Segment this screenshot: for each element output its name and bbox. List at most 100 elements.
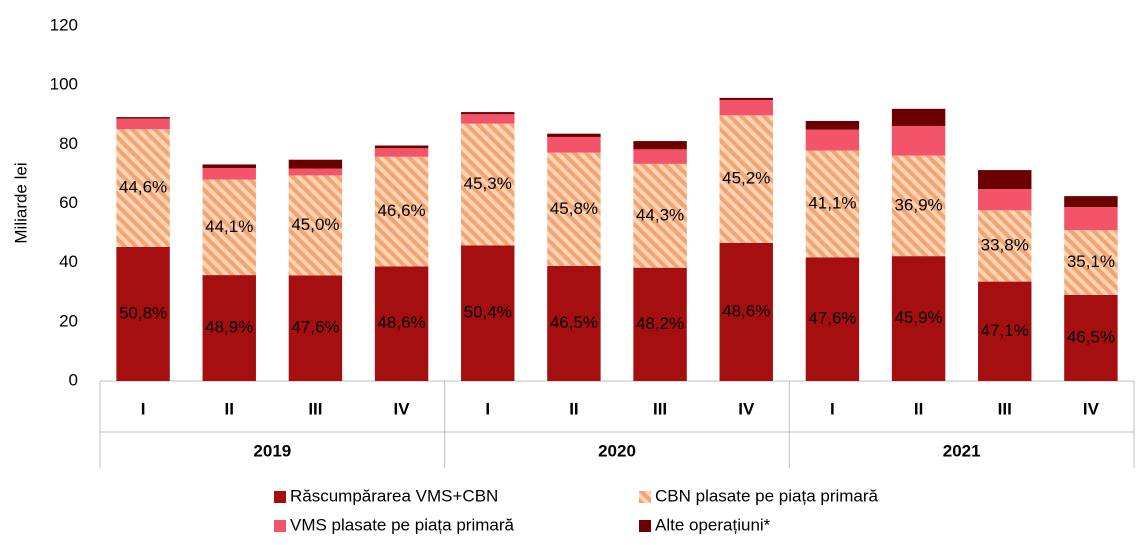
bar-segment — [547, 265, 601, 381]
x-tick-label: IV — [1083, 399, 1100, 418]
data-label: 47,6% — [291, 318, 339, 337]
data-label: 48,2% — [636, 314, 684, 333]
x-tick-label: II — [569, 399, 578, 418]
data-label: 33,8% — [981, 235, 1029, 254]
legend-label: VMS plasate pe piața primară — [290, 515, 514, 534]
y-tick-label: 80 — [59, 134, 78, 153]
x-tick-label: IV — [738, 399, 755, 418]
x-tick-label: III — [308, 399, 322, 418]
bar-segment — [374, 145, 429, 149]
bar-segment — [719, 99, 773, 116]
legend-swatch — [639, 520, 651, 532]
x-tick-label: I — [830, 399, 835, 418]
bar-segment — [116, 118, 170, 130]
bar-segment — [978, 210, 1032, 282]
data-label: 36,9% — [894, 195, 942, 214]
bar-segment — [633, 149, 687, 164]
bar-segment — [633, 267, 687, 381]
y-tick-label: 0 — [69, 370, 78, 389]
data-label: 35,1% — [1067, 252, 1115, 271]
bar-segment — [202, 179, 256, 276]
legend-swatch — [639, 491, 651, 503]
bar-segment — [633, 163, 687, 268]
group-label: 2020 — [598, 441, 636, 460]
bar-segment — [891, 108, 946, 126]
data-label: 48,9% — [205, 318, 253, 337]
data-label: 45,0% — [291, 215, 339, 234]
group-label: 2021 — [943, 441, 981, 460]
legend-swatch — [274, 520, 286, 532]
group-label: 2019 — [253, 441, 291, 460]
data-label: 50,8% — [119, 303, 167, 322]
bar-segment — [891, 125, 946, 156]
bar-segment — [461, 123, 515, 246]
y-axis-label: Miliarde lei — [11, 162, 30, 243]
data-label: 46,6% — [377, 201, 425, 220]
data-label: 45,9% — [894, 308, 942, 327]
bar-segment — [461, 112, 515, 115]
bar-segment — [288, 175, 343, 276]
bar-segment — [202, 275, 256, 381]
bar-segment — [978, 170, 1032, 190]
legend-label: Răscumpărarea VMS+CBN — [290, 486, 498, 505]
bar-segment — [116, 117, 170, 119]
bar-segment — [805, 257, 860, 381]
data-label: 44,3% — [636, 205, 684, 224]
bar-segment — [202, 164, 256, 168]
y-tick-label: 40 — [59, 252, 78, 271]
bar-segment — [374, 266, 429, 381]
bar-segment — [547, 133, 601, 137]
bar-segment — [288, 168, 343, 176]
bar-segment — [461, 245, 515, 381]
bar-segment — [891, 256, 946, 381]
bar-segment — [116, 246, 170, 381]
bar-segment — [1064, 196, 1118, 208]
data-label: 44,1% — [205, 217, 253, 236]
x-tick-label: II — [914, 399, 923, 418]
bar-segment — [805, 120, 860, 130]
x-tick-label: III — [653, 399, 667, 418]
bar-segment — [374, 148, 429, 157]
bar-segment — [288, 275, 343, 381]
bar-segment — [1064, 294, 1118, 381]
bar-segment — [633, 141, 687, 150]
data-label: 44,6% — [119, 178, 167, 197]
data-label: 50,4% — [464, 303, 512, 322]
bar-segment — [805, 150, 860, 258]
data-label: 47,6% — [808, 309, 856, 328]
data-label: 46,5% — [1067, 327, 1115, 346]
bar-segment — [719, 242, 773, 381]
bar-segment — [547, 136, 601, 153]
bar-segment — [461, 114, 515, 124]
bar-segment — [288, 159, 343, 169]
data-label: 48,6% — [377, 313, 425, 332]
bar-segment — [719, 97, 773, 100]
bar-segment — [1064, 230, 1118, 295]
bar-segment — [978, 189, 1032, 211]
bar-segment — [374, 156, 429, 267]
data-label: 45,3% — [464, 174, 512, 193]
legend-swatch — [274, 491, 286, 503]
data-label: 46,5% — [550, 313, 598, 332]
data-label: 45,2% — [722, 169, 770, 188]
data-label: 48,6% — [722, 301, 770, 320]
x-tick-label: IV — [394, 399, 411, 418]
legend-label: CBN plasate pe piața primară — [655, 486, 879, 505]
y-tick-label: 120 — [50, 15, 78, 34]
bar-segment — [891, 155, 946, 257]
x-tick-label: I — [485, 399, 490, 418]
bar-segment — [719, 115, 773, 243]
x-tick-label: I — [141, 399, 146, 418]
bar-segment — [547, 152, 601, 266]
data-label: 45,8% — [550, 199, 598, 218]
data-label: 41,1% — [808, 193, 856, 212]
bar-segment — [202, 168, 256, 180]
bar-segment — [116, 129, 170, 247]
bar-segment — [805, 129, 860, 151]
x-tick-label: III — [998, 399, 1012, 418]
bar-segment — [1064, 207, 1118, 231]
data-label: 47,1% — [981, 321, 1029, 340]
legend-label: Alte operațiuni* — [655, 515, 771, 534]
y-tick-label: 100 — [50, 75, 78, 94]
